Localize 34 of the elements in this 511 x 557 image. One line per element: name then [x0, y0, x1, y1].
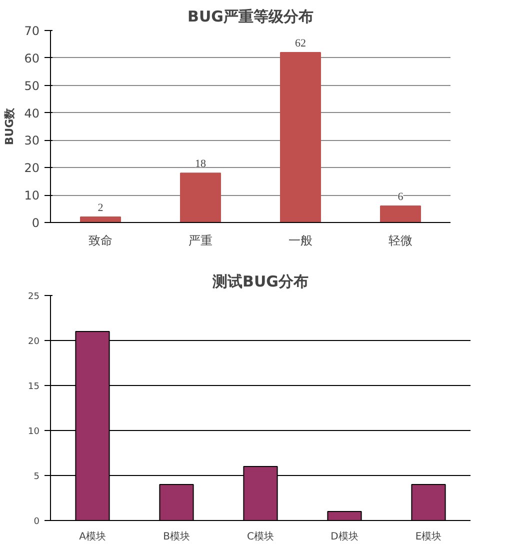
data-label: 62: [295, 37, 306, 50]
y-tick-label: 40: [24, 106, 40, 120]
x-tick-label: C模块: [247, 530, 274, 542]
x-tick-label: D模块: [330, 530, 358, 542]
x-tick-label: 轻微: [388, 234, 412, 248]
x-tick-label: B模块: [163, 530, 190, 542]
bar: [80, 216, 121, 222]
y-tick-label: 0: [32, 216, 40, 230]
y-tick-label: 15: [28, 382, 40, 392]
data-label: 18: [195, 158, 206, 170]
data-label: 6: [398, 191, 404, 204]
y-tick-label: 20: [24, 161, 40, 176]
bar: [280, 52, 321, 222]
y-tick-label: 60: [24, 51, 40, 66]
y-tick-label: 20: [28, 337, 40, 347]
y-tick-label: 30: [24, 134, 40, 148]
y-tick-label: 5: [34, 472, 40, 482]
x-tick-label: 致命: [88, 234, 112, 248]
y-tick-label: 25: [28, 292, 40, 302]
bar: [380, 206, 421, 222]
x-tick-label: 一般: [288, 234, 312, 248]
chart-title: 测试BUG分布: [212, 272, 308, 290]
y-tick-label: 10: [28, 427, 40, 437]
x-tick-label: 严重: [188, 234, 212, 248]
y-tick-label: 70: [24, 24, 40, 38]
bar: [180, 172, 221, 222]
y-tick-label: 0: [34, 517, 40, 527]
y-tick-label: 50: [24, 78, 40, 93]
data-label: 2: [98, 202, 104, 214]
x-tick-label: A模块: [79, 530, 106, 542]
chart-title: BUG严重等级分布: [188, 8, 314, 26]
y-tick-label: 10: [24, 188, 40, 203]
x-tick-label: E模块: [415, 530, 442, 542]
y-axis-title: BUG数: [3, 106, 16, 146]
